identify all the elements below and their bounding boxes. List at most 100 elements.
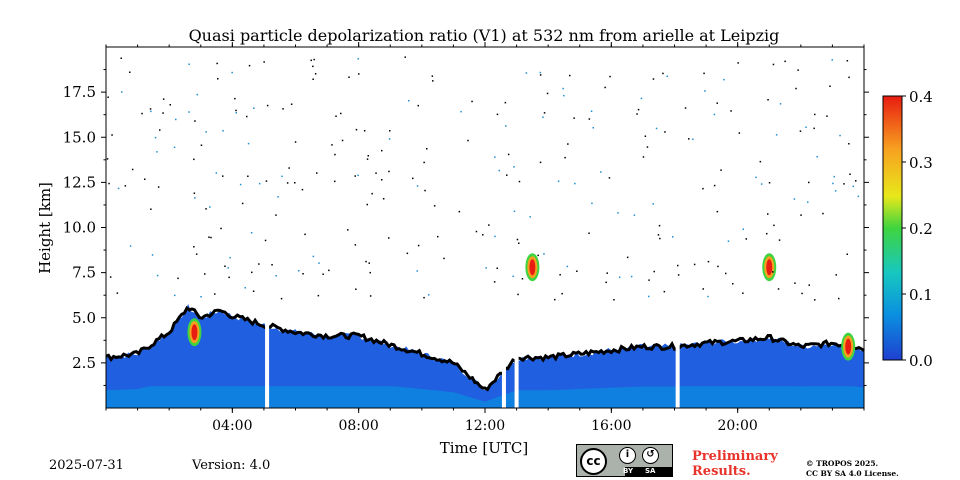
noise-speck (816, 156, 818, 158)
noise-speck (537, 254, 539, 257)
noise-speck (416, 270, 418, 272)
noise-speck (644, 135, 647, 137)
noise-speck (200, 296, 202, 298)
noise-speck (109, 276, 112, 278)
noise-speck (258, 263, 260, 265)
noise-speck (388, 138, 391, 140)
noise-speck (216, 62, 218, 65)
colorbar (882, 95, 903, 361)
noise-speck (248, 64, 251, 67)
noise-speck (408, 100, 410, 102)
noise-speck (591, 202, 593, 205)
noise-speck (617, 212, 619, 214)
noise-speck (437, 235, 439, 238)
noise-speck (564, 156, 566, 159)
noise-speck (367, 155, 369, 157)
noise-speck (517, 293, 519, 296)
noise-speck (772, 271, 774, 273)
aerosol-layer (106, 304, 864, 408)
noise-speck (755, 176, 757, 179)
noise-speck (720, 169, 722, 171)
noise-speck (389, 130, 391, 132)
depol-feature-core (845, 338, 852, 355)
noise-speck (703, 72, 705, 75)
noise-speck (855, 180, 857, 182)
noise-speck (814, 113, 816, 116)
noise-speck (357, 58, 359, 60)
noise-speck (574, 182, 576, 185)
noise-speck (496, 113, 499, 116)
noise-speck (416, 185, 419, 187)
noise-speck (355, 128, 358, 131)
noise-speck (608, 177, 611, 179)
noise-speck (107, 96, 109, 98)
x-tick-label: 16:00 (591, 418, 631, 434)
y-tick-label: 10.0 (63, 219, 96, 237)
noise-speck (496, 267, 498, 269)
noise-speck (646, 146, 649, 148)
noise-speck (573, 117, 575, 119)
noise-speck (794, 282, 796, 284)
noise-speck (313, 58, 315, 61)
noise-speck (366, 203, 368, 206)
noise-speck (227, 267, 229, 269)
noise-speck (235, 112, 237, 114)
noise-speck (200, 144, 203, 146)
noise-speck (277, 196, 279, 198)
noise-speck (834, 190, 837, 192)
colorbar-tick-label: 0.2 (909, 220, 933, 238)
noise-speck (813, 127, 815, 130)
noise-speck (725, 272, 727, 275)
noise-speck (702, 187, 704, 190)
y-tick-label: 15.0 (63, 128, 96, 146)
noise-speck (340, 112, 342, 115)
noise-speck (716, 210, 719, 213)
noise-speck (800, 214, 802, 216)
preliminary-line-1: Preliminary (692, 449, 778, 464)
noise-speck (220, 227, 222, 230)
noise-speck (518, 242, 520, 244)
noise-speck (193, 158, 195, 161)
attribution-icon: i (619, 447, 636, 464)
noise-speck (366, 158, 369, 160)
noise-speck (590, 110, 593, 112)
noise-speck (375, 172, 377, 174)
noise-speck (513, 166, 515, 168)
noise-speck (723, 78, 725, 81)
noise-speck (426, 148, 428, 150)
noise-speck (247, 142, 250, 145)
noise-speck (312, 255, 315, 258)
noise-speck (543, 112, 546, 114)
noise-speck (849, 173, 851, 175)
noise-speck (431, 75, 434, 77)
noise-speck (592, 127, 594, 129)
noise-speck (231, 71, 233, 74)
noise-speck (666, 75, 668, 78)
noise-speck (498, 169, 500, 172)
copyright-line-1: © TROPOS 2025. (806, 459, 879, 468)
noise-speck (822, 212, 824, 215)
noise-speck (458, 210, 461, 213)
noise-speck (318, 262, 320, 264)
noise-speck (618, 276, 621, 278)
noise-speck (799, 130, 802, 132)
noise-speck (539, 74, 542, 76)
noise-speck (121, 91, 123, 93)
noise-speck (194, 197, 196, 199)
cc-sa-label: SA (645, 467, 656, 475)
noise-speck (322, 273, 324, 275)
noise-speck (290, 103, 293, 105)
noise-speck (637, 108, 640, 111)
noise-speck (388, 170, 390, 173)
noise-speck (539, 161, 542, 164)
noise-speck (566, 265, 569, 268)
noise-speck (688, 138, 690, 140)
noise-speck (159, 129, 161, 131)
depol-feature-core (766, 259, 773, 276)
y-axis-label: Height [km] (36, 182, 54, 274)
noise-speck (767, 213, 769, 215)
noise-speck (793, 198, 796, 200)
preliminary-notice: Preliminary Results. (692, 449, 778, 479)
noise-speck (848, 143, 850, 145)
noise-speck (298, 270, 300, 272)
